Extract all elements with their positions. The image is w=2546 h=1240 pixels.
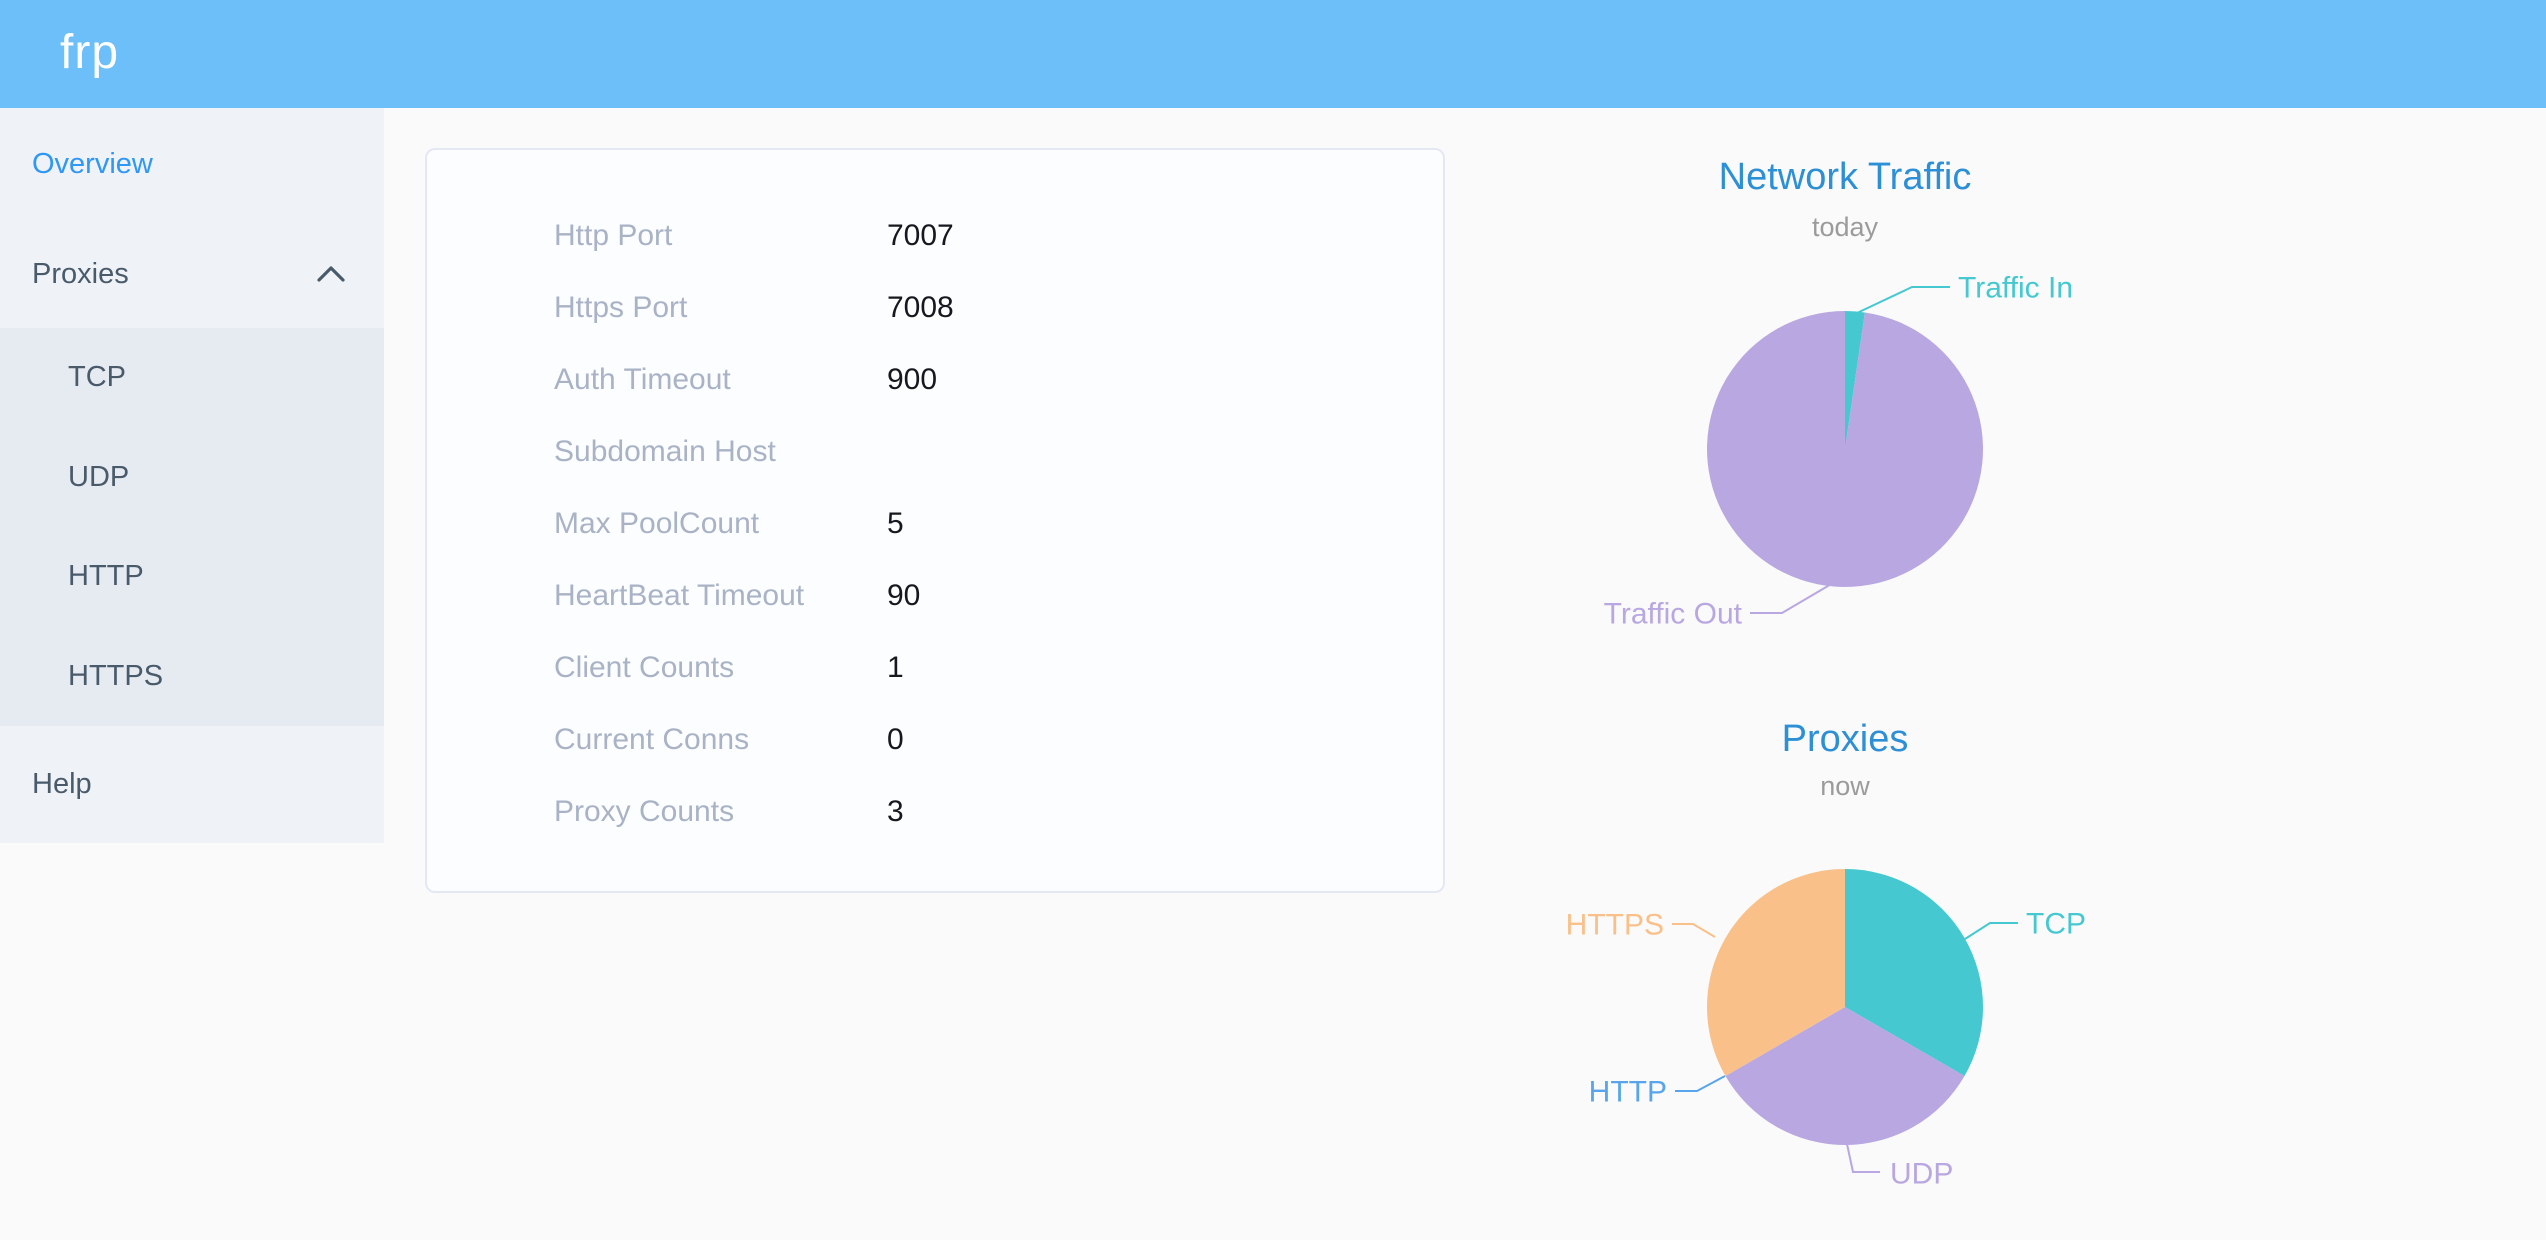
proxies-pie-chart: TCP UDP HTTP HTTPS xyxy=(1566,869,2086,1191)
network-traffic-pie-chart: Traffic In Traffic Out xyxy=(1604,272,2073,631)
app-logo: frp xyxy=(60,26,120,79)
table-row: Https Port 7008 xyxy=(427,272,1443,344)
sidebar-subitem-tcp[interactable]: TCP xyxy=(0,328,384,428)
table-row: Client Counts 1 xyxy=(427,632,1443,704)
pie-label-line-traffic-in xyxy=(1856,286,1950,314)
table-row-label: Subdomain Host xyxy=(554,435,776,468)
table-row-label: HeartBeat Timeout xyxy=(554,579,805,612)
table-row-value: 3 xyxy=(887,795,904,828)
table-row-value: 5 xyxy=(887,507,904,540)
table-row-label: Auth Timeout xyxy=(554,363,731,396)
pie-slice-traffic-out[interactable] xyxy=(1707,311,1983,587)
table-row-label: Proxy Counts xyxy=(554,795,735,828)
table-row-value: 1 xyxy=(887,651,904,684)
table-row: Current Conns 0 xyxy=(427,704,1443,776)
table-row-value: 7007 xyxy=(887,219,954,252)
table-row: Http Port 7007 xyxy=(427,200,1443,272)
table-row-label: Http Port xyxy=(554,219,673,252)
sidebar-item-help[interactable]: Help xyxy=(0,726,384,843)
table-row-label: Current Conns xyxy=(554,723,750,756)
pie-label-line-traffic-out xyxy=(1750,582,1834,614)
table-row-label: Max PoolCount xyxy=(554,507,760,540)
chart-title-proxies: Proxies xyxy=(1781,718,1909,760)
chevron-up-icon[interactable] xyxy=(316,264,346,284)
pie-label-traffic-in: Traffic In xyxy=(1958,272,2073,305)
pie-label-https: HTTPS xyxy=(1566,909,1664,942)
sidebar-item-label: TCP xyxy=(68,361,126,394)
sidebar-item-label: HTTPS xyxy=(68,659,164,692)
pie-slice-https[interactable] xyxy=(1707,869,1845,1076)
sidebar-subitem-http[interactable]: HTTP xyxy=(0,527,384,627)
sidebar-subitem-udp[interactable]: UDP xyxy=(0,428,384,528)
pie-slice-tcp[interactable] xyxy=(1845,869,1984,1076)
table-row-value: 0 xyxy=(887,723,904,756)
sidebar: Overview Proxies TCP UDP HTTP HTTPS Help xyxy=(0,108,384,843)
table-row: Proxy Counts 3 xyxy=(427,776,1443,848)
config-table: Http Port 7007 Https Port 7008 Auth Timeout 9… xyxy=(427,200,1443,848)
pie-slice-traffic-in[interactable] xyxy=(1845,311,1865,449)
chart-subtitle-network-traffic: today xyxy=(1811,212,1879,242)
sidebar-item-label: Proxies xyxy=(32,257,129,290)
pie-label-udp: UDP xyxy=(1890,1158,1953,1191)
table-row-label: Https Port xyxy=(554,291,688,324)
pie-label-traffic-out: Traffic Out xyxy=(1604,598,1743,631)
sidebar-item-label: Overview xyxy=(32,147,153,180)
sidebar-item-overview[interactable]: Overview xyxy=(0,108,384,220)
pie-label-line-udp xyxy=(1846,1143,1880,1173)
sidebar-item-label: UDP xyxy=(68,460,130,493)
app-header: frp xyxy=(0,0,2546,108)
pie-label-line-http xyxy=(1675,1075,1726,1092)
table-row: Subdomain Host xyxy=(427,416,1443,488)
table-row: Max PoolCount 5 xyxy=(427,488,1443,560)
pie-label-tcp: TCP xyxy=(2026,908,2086,941)
sidebar-item-label: HTTP xyxy=(68,560,144,593)
pie-label-http: HTTP xyxy=(1589,1076,1667,1109)
table-row-value: 7008 xyxy=(887,291,954,324)
sidebar-subitem-https[interactable]: HTTPS xyxy=(0,627,384,727)
pie-label-line-https xyxy=(1672,923,1716,938)
table-row-value: 900 xyxy=(887,363,938,396)
proxies-submenu: TCP UDP HTTP HTTPS xyxy=(0,328,384,726)
pie-label-line-tcp xyxy=(1964,922,2018,940)
table-row-value: 90 xyxy=(887,579,921,612)
chart-subtitle-proxies: now xyxy=(1820,771,1870,801)
table-row-label: Client Counts xyxy=(554,651,735,684)
table-row: HeartBeat Timeout 90 xyxy=(427,560,1443,632)
sidebar-item-label: Help xyxy=(32,768,92,800)
table-row: Auth Timeout 900 xyxy=(427,344,1443,416)
server-info-card: Http Port 7007 Https Port 7008 Auth Timeout 9… xyxy=(425,148,1445,893)
chart-title-network-traffic: Network Traffic xyxy=(1718,156,1972,198)
sidebar-item-proxies[interactable]: Proxies xyxy=(0,220,384,328)
